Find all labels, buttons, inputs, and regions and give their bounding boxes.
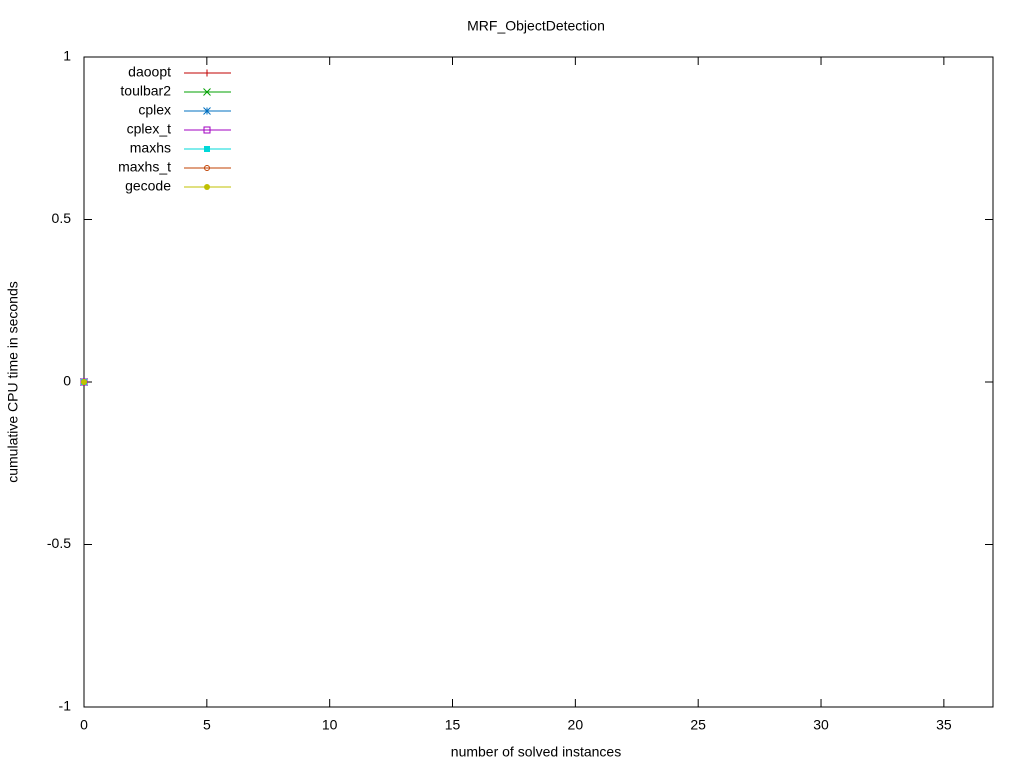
marker — [203, 107, 211, 115]
legend-label: maxhs_t — [118, 159, 171, 175]
marker-shape — [203, 126, 211, 134]
x-tick-label: 30 — [813, 717, 829, 733]
marker-shape — [204, 165, 210, 171]
legend-label: maxhs — [130, 140, 171, 156]
x-tick-label: 25 — [690, 717, 706, 733]
y-axis-label: cumulative CPU time in seconds — [5, 281, 21, 483]
legend-label: gecode — [125, 178, 171, 194]
x-tick-label: 0 — [80, 717, 88, 733]
marker — [203, 69, 211, 77]
legend-label: toulbar2 — [120, 83, 171, 99]
marker-shape — [204, 146, 210, 152]
x-tick-label: 10 — [322, 717, 338, 733]
y-tick-label: 0 — [63, 373, 71, 389]
plot-border — [83, 56, 994, 708]
marker-stroke — [203, 107, 211, 115]
legend-label: daoopt — [128, 64, 171, 80]
x-tick-label: 15 — [445, 717, 461, 733]
y-tick-label: 0.5 — [52, 210, 72, 226]
x-tick-label: 5 — [203, 717, 211, 733]
marker — [203, 126, 211, 134]
marker — [204, 146, 210, 152]
x-tick-label: 20 — [568, 717, 584, 733]
marker-stroke — [203, 88, 211, 96]
y-tick-label: 1 — [63, 48, 71, 64]
y-tick-label: -0.5 — [47, 535, 71, 551]
legend-label: cplex — [138, 102, 171, 118]
x-tick-label: 35 — [936, 717, 952, 733]
marker-shape — [81, 379, 87, 385]
y-tick-label: -1 — [59, 698, 72, 714]
x-axis-label: number of solved instances — [451, 744, 621, 760]
marker — [81, 379, 87, 385]
legend-label: cplex_t — [127, 121, 171, 137]
chart-title: MRF_ObjectDetection — [467, 18, 605, 34]
marker-shape — [204, 184, 210, 190]
marker — [203, 88, 211, 96]
marker — [204, 184, 210, 190]
marker — [204, 165, 210, 171]
